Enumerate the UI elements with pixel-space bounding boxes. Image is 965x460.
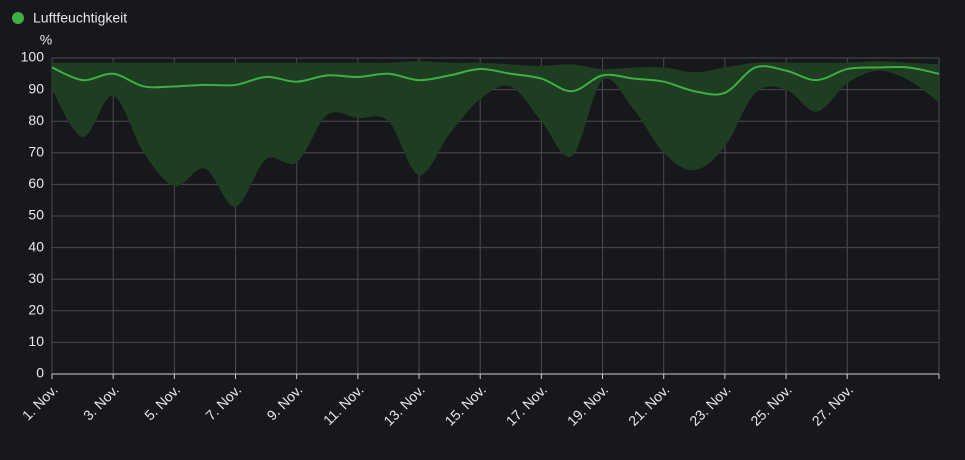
y-axis-label: % [40,32,52,48]
y-tick-label: 50 [28,207,44,223]
y-tick-label: 20 [28,302,44,318]
range-band [52,61,939,207]
y-tick-label: 0 [36,365,44,381]
y-tick-label: 30 [28,270,44,286]
y-tick-label: 100 [21,49,45,65]
y-tick-label: 60 [28,175,44,191]
y-tick-label: 80 [28,112,44,128]
y-tick-label: 90 [28,80,44,96]
legend-label[interactable]: Luftfeuchtigkeit [33,10,127,26]
legend-marker[interactable] [12,12,24,24]
y-tick-label: 40 [28,238,44,254]
y-tick-label: 70 [28,144,44,160]
line [51,65,940,96]
y-tick-label: 10 [28,333,44,349]
